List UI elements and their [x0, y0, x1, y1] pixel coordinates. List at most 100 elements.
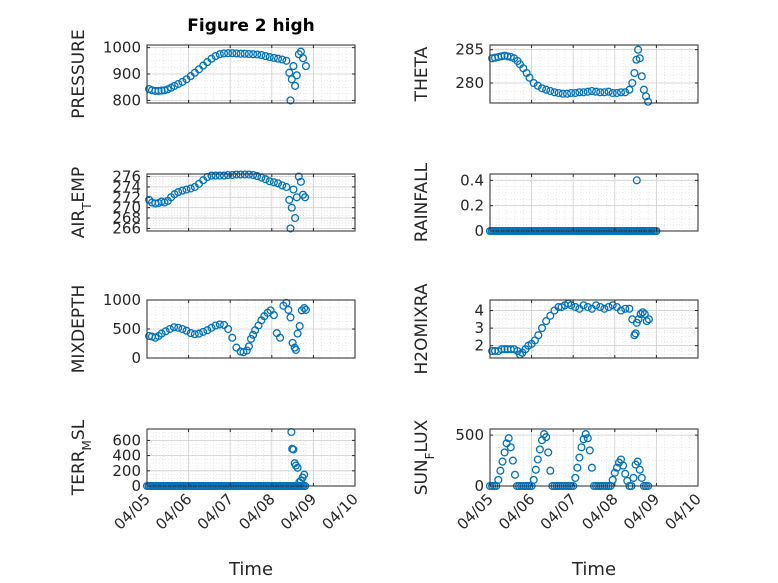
y-tick-label: 0.4 — [460, 171, 484, 189]
data-point — [257, 50, 266, 60]
data-point — [554, 88, 563, 98]
data-point — [506, 443, 515, 452]
y-axis-label-part: SUN — [412, 459, 432, 495]
data-point — [634, 45, 643, 54]
data-point — [178, 324, 187, 334]
y-tick-label: 0 — [474, 477, 484, 495]
data-point — [583, 87, 592, 96]
data-point — [550, 88, 559, 97]
data-point — [242, 346, 251, 355]
x-tick-label: 04/09 — [277, 490, 320, 533]
data-point — [286, 313, 295, 322]
data-point — [533, 81, 542, 90]
data-point — [269, 178, 278, 187]
y-tick-label: 0 — [131, 477, 141, 495]
data-point — [537, 84, 547, 93]
data-point — [194, 329, 204, 338]
y-tick-label: 0 — [474, 222, 484, 240]
subplot-1: 800 900 1000 PRESSURE Figure 2 high — [69, 16, 356, 119]
data-point — [249, 170, 258, 180]
data-point — [587, 86, 596, 96]
data-point — [494, 475, 503, 484]
data-point — [604, 87, 613, 96]
data-point — [269, 53, 278, 62]
axes-frame — [489, 299, 699, 359]
data-point — [289, 445, 298, 454]
x-tick-label: 04/06 — [495, 490, 538, 533]
data-point — [278, 181, 287, 190]
y-tick-label: 500 — [112, 320, 141, 338]
data-point — [219, 171, 229, 180]
data-point — [174, 188, 183, 197]
data-point — [504, 434, 513, 443]
y-tick-label: 4 — [474, 302, 484, 320]
data-point — [291, 213, 300, 223]
x-tick-label: 04/09 — [620, 490, 663, 533]
data-point — [596, 88, 605, 97]
data-point — [546, 466, 555, 475]
chart-title: Figure 2 high — [187, 16, 315, 36]
subplot-2: 280 285 THETA — [412, 41, 699, 106]
data-point — [642, 317, 651, 326]
data-point — [289, 185, 298, 194]
data-point — [228, 333, 237, 342]
data-point — [273, 54, 283, 63]
data-point — [160, 86, 169, 95]
subplot-6: 234 H2OMIXRA — [412, 283, 699, 375]
y-tick-label: 400 — [112, 447, 141, 465]
data-point — [567, 88, 576, 98]
data-point — [276, 333, 285, 342]
data-point — [632, 176, 641, 185]
data-point — [640, 310, 649, 319]
data-point — [616, 88, 626, 97]
data-point — [571, 88, 580, 98]
y-axis-label: H2OMIXRA — [412, 283, 432, 374]
data-point — [215, 320, 224, 329]
data-point — [567, 301, 576, 310]
data-point — [636, 310, 645, 319]
y-axis-label: TERRMSL — [69, 419, 94, 496]
y-tick-label: 276 — [112, 168, 141, 186]
y-axis-label: PRESSURE — [69, 29, 89, 118]
x-tick-label: 04/10 — [662, 490, 705, 533]
data-point — [273, 179, 283, 188]
data-point — [579, 88, 588, 97]
data-point — [286, 96, 295, 105]
data-point — [635, 54, 644, 63]
data-point — [546, 86, 555, 96]
data-point — [207, 171, 216, 180]
data-point — [288, 338, 297, 347]
data-point — [244, 342, 253, 351]
y-axis-label: AIRTEMP — [69, 167, 94, 238]
data-point — [621, 304, 630, 313]
data-point — [286, 224, 295, 233]
data-point — [644, 97, 653, 106]
y-axis-label-subscript: F — [423, 452, 437, 459]
data-point — [253, 172, 262, 181]
data-point — [630, 331, 639, 340]
data-point — [182, 185, 191, 194]
data-point — [265, 53, 274, 62]
axes-frame — [489, 44, 699, 104]
data-point — [634, 315, 643, 324]
data-point — [292, 71, 301, 80]
y-tick-label: 274 — [112, 178, 141, 196]
data-point — [182, 326, 191, 335]
y-axis-label-part: LUX — [412, 419, 432, 452]
data-point — [301, 305, 310, 314]
data-point — [628, 78, 637, 88]
x-tick-label: 04/08 — [578, 490, 621, 533]
y-tick-label: 200 — [112, 462, 141, 480]
data-point — [199, 327, 208, 336]
data-point — [633, 457, 642, 466]
x-tick-label: 04/05 — [454, 490, 497, 533]
y-tick-label: 268 — [112, 209, 141, 227]
data-point — [301, 193, 310, 202]
data-point — [186, 184, 195, 193]
data-point — [631, 329, 640, 338]
data-point — [508, 456, 517, 465]
data-point — [635, 465, 644, 474]
data-point — [558, 89, 567, 98]
